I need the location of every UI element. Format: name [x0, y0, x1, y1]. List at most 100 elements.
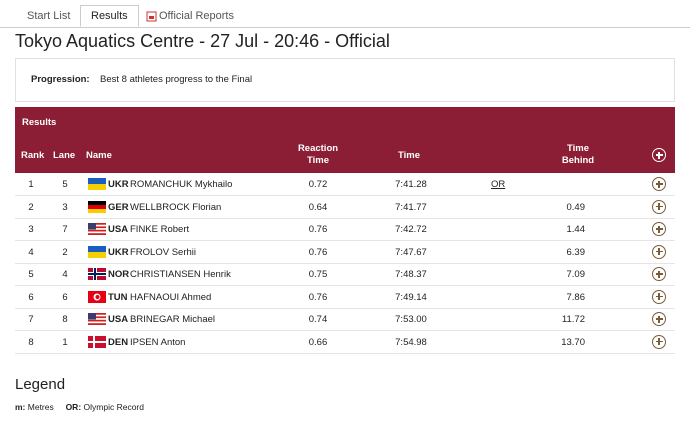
table-row: 2 3 GER WELLBROCK Florian 0.64 7:41.77 0.49: [15, 196, 675, 219]
progression-box: Progression: Best 8 athletes progress to…: [15, 58, 675, 102]
flag: [88, 245, 106, 258]
rank: 5: [28, 269, 34, 280]
expand-row[interactable]: [652, 312, 666, 326]
flag: [88, 268, 106, 280]
athlete-name: ROMANCHUK Mykhailo: [130, 179, 233, 190]
time: 7:53.00: [395, 314, 427, 325]
legend: m: Metres OR: Olympic Record: [15, 402, 144, 412]
reaction-time: 0.76: [308, 291, 328, 303]
time-behind: 0.49: [566, 201, 586, 213]
rank: 8: [28, 336, 34, 348]
time: 7:48.37: [395, 269, 427, 280]
time: 7:41.28: [395, 179, 427, 190]
time-behind: 13.70: [561, 336, 585, 348]
flag: [88, 290, 106, 303]
lane: 5: [62, 179, 68, 190]
table-row: 7 8 USA BRINEGAR Michael 0.74 7:53.00 11.72: [15, 308, 675, 331]
col-header: Time: [398, 150, 421, 161]
expand-row[interactable]: [652, 267, 666, 281]
col-header: Reaction Time: [297, 143, 339, 166]
lane: 4: [62, 269, 68, 280]
table-row: 8 1 DEN IPSEN Anton 0.66 7:54.98 13.70: [15, 331, 675, 354]
progression-text: Best 8 athletes progress to the Final: [100, 74, 253, 85]
table-row: 6 6 TUN HAFNAOUI Ahmed 0.76 7:49.14 7.86: [15, 286, 675, 309]
time-behind: 6.39: [566, 246, 586, 258]
reaction-time: 0.64: [308, 201, 328, 213]
noc: GER: [108, 201, 129, 213]
athlete-name: FROLOV Serhii: [130, 246, 196, 258]
tab[interactable]: Official Reports: [159, 10, 234, 22]
lane: 6: [62, 291, 68, 303]
record: OR: [491, 179, 506, 190]
tab[interactable]: Start List: [27, 10, 71, 22]
flag: [88, 178, 106, 190]
expand-row[interactable]: [652, 222, 666, 236]
table-title: Results: [22, 117, 57, 128]
lane: 1: [62, 336, 68, 348]
time-behind: 1.44: [566, 224, 586, 235]
col-header: Name: [86, 150, 112, 161]
noc: UKR: [108, 246, 129, 258]
expand-row[interactable]: [652, 244, 666, 259]
flag: [88, 200, 106, 213]
flag: [88, 313, 106, 325]
time-behind: 7.09: [566, 269, 586, 280]
noc: TUN: [108, 291, 128, 303]
expand-row[interactable]: [652, 289, 666, 304]
tab-active[interactable]: Results: [80, 5, 139, 27]
rank: 1: [28, 179, 34, 190]
reaction-time: 0.75: [308, 269, 328, 280]
col-header: Time Behind: [561, 143, 595, 166]
athlete-name: FINKE Robert: [130, 224, 190, 235]
noc: NOR: [108, 269, 130, 280]
reaction-time: 0.76: [308, 224, 328, 235]
reaction-time: 0.66: [308, 336, 328, 348]
expand-row[interactable]: [652, 177, 666, 191]
table-row: 5 4 NOR CHRISTIANSEN Henrik 0.75 7:48.37 7.09: [15, 263, 675, 286]
athlete-name: WELLBROCK Florian: [130, 201, 222, 213]
table-row: 1 5 UKR ROMANCHUK Mykhailo 0.72 7:41.28 OR: [15, 173, 675, 196]
noc: DEN: [108, 336, 129, 348]
noc: USA: [108, 224, 129, 235]
legend-title: Legend: [15, 376, 66, 393]
reaction-time: 0.74: [308, 314, 328, 325]
legend-key: m:: [15, 402, 26, 412]
rank: 7: [28, 314, 34, 325]
col-header: Lane: [53, 150, 76, 161]
tab-line: [0, 27, 690, 28]
athlete-name: IPSEN Anton: [130, 336, 186, 348]
pdf-icon: [146, 11, 157, 22]
time-behind: 7.86: [566, 291, 586, 303]
time: 7:49.14: [395, 291, 427, 303]
time: 7:47.67: [395, 246, 427, 258]
table-header: Results Rank Lane Name Reaction Time Tim…: [15, 107, 675, 173]
flag: [88, 335, 106, 348]
progression-label: Progression:: [31, 74, 90, 85]
noc: UKR: [108, 179, 129, 190]
col-header: Rank: [21, 150, 45, 161]
expand-all[interactable]: [652, 148, 666, 162]
expand-row[interactable]: [652, 199, 666, 214]
legend-text: Olympic Record: [83, 402, 144, 412]
lane: 2: [62, 246, 68, 258]
flag: [88, 223, 106, 235]
time-behind: 11.72: [561, 314, 585, 325]
time: 7:54.98: [395, 336, 427, 348]
legend-text: Metres: [27, 402, 54, 412]
rank: 3: [28, 224, 34, 235]
lane: 3: [62, 201, 68, 213]
time: 7:41.77: [395, 201, 427, 213]
lane: 8: [62, 314, 68, 325]
expand-row[interactable]: [652, 334, 666, 349]
athlete-name: HAFNAOUI Ahmed: [130, 291, 212, 303]
athlete-name: CHRISTIANSEN Henrik: [130, 269, 231, 280]
athlete-name: BRINEGAR Michael: [130, 314, 215, 325]
rank: 6: [28, 291, 34, 303]
rank: 2: [28, 201, 34, 213]
page-title: Tokyo Aquatics Centre - 27 Jul - 20:46 -…: [15, 31, 390, 51]
table-row: 4 2 UKR FROLOV Serhii 0.76 7:47.67 6.39: [15, 241, 675, 264]
noc: USA: [108, 314, 129, 325]
reaction-time: 0.76: [308, 246, 328, 258]
legend-key: OR:: [65, 402, 82, 412]
